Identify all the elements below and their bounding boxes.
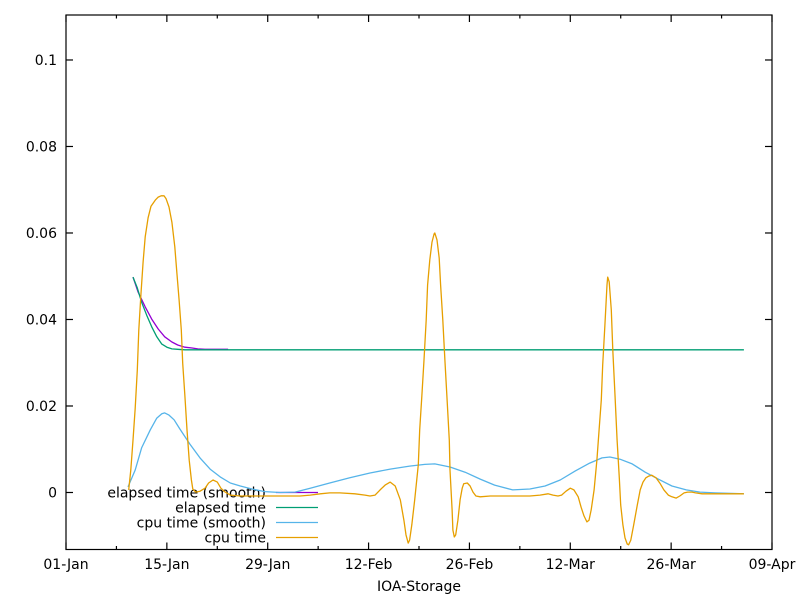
y-tick-label: 0.1 — [35, 53, 57, 69]
x-tick-label: 15-Jan — [144, 557, 189, 573]
series-line-cpu-time-smooth — [127, 412, 744, 495]
series-line-elapsed-time — [132, 276, 744, 351]
y-tick-label: 0.02 — [26, 399, 57, 415]
x-tick-label: 26-Feb — [446, 557, 494, 573]
series-line-cpu-time — [128, 195, 744, 546]
x-tick-label: 29-Jan — [245, 557, 290, 573]
legend-label-cpu-time-smooth: cpu time (smooth) — [137, 516, 266, 532]
x-tick-label: 09-Apr — [749, 557, 796, 573]
x-tick-label: 12-Mar — [546, 557, 596, 573]
plot-border-layer — [65, 14, 773, 551]
x-axis-title: IOA-Storage — [377, 579, 461, 595]
legend-label-elapsed-time: elapsed time — [175, 501, 266, 517]
legend-label-cpu-time: cpu time — [204, 531, 266, 547]
legend-label-elapsed-time-smooth: elapsed time (smooth) — [107, 486, 266, 502]
x-tick-label: 12-Feb — [345, 557, 393, 573]
y-tick-label: 0 — [48, 485, 57, 501]
y-tick-label: 0.08 — [26, 139, 57, 155]
y-tick-label: 0.06 — [26, 226, 57, 242]
plot-border — [65, 14, 773, 551]
y-tick-label: 0.04 — [26, 312, 57, 328]
axis-ticks-layer — [65, 15, 773, 550]
axis-tick-labels-layer: 01-Jan 15-Jan 29-Jan 12-Feb 26-Feb 12-Mar 26-M… — [26, 53, 796, 573]
x-tick-label: 26-Mar — [647, 557, 697, 573]
x-tick-label: 01-Jan — [43, 557, 88, 573]
